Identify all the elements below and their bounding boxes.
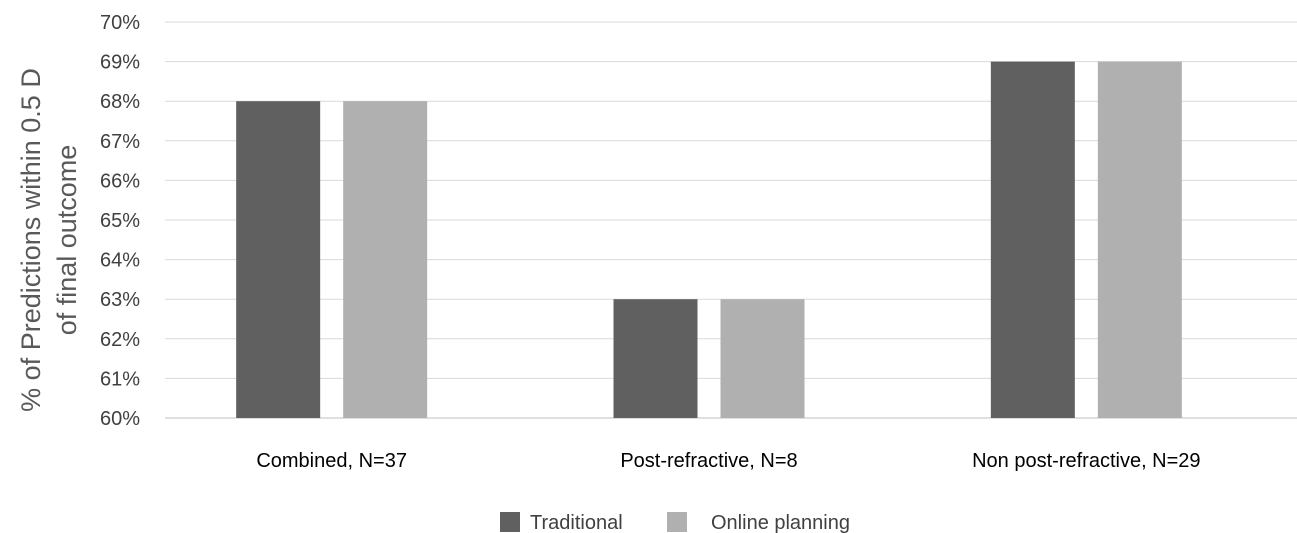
bar-traditional (990, 61, 1075, 418)
legend-label-online-planning: Online planning (711, 512, 850, 533)
y-tick-label: 66% (100, 170, 140, 192)
y-tick-label: 60% (100, 408, 140, 430)
bar-traditional (613, 299, 698, 418)
y-axis-label-line1: % of Predictions within 0.5 D (16, 68, 46, 412)
x-axis-categories: Combined, N=37 Post-refractive, N=8 Non po… (256, 450, 1200, 472)
bar-online-planning (343, 101, 428, 418)
x-category-label: Non post-refractive, N=29 (972, 450, 1200, 472)
legend-swatch-traditional (500, 512, 520, 532)
y-tick-label: 69% (100, 52, 140, 74)
y-tick-label: 70% (100, 12, 140, 34)
x-category-label: Combined, N=37 (256, 450, 407, 472)
y-tick-label: 65% (100, 210, 140, 232)
legend-label-traditional: Traditional (530, 512, 623, 533)
bar-online-planning (720, 299, 805, 418)
y-tick-label: 67% (100, 131, 140, 153)
bar-traditional (236, 101, 321, 418)
y-tick-label: 63% (100, 289, 140, 311)
y-tick-label: 61% (100, 368, 140, 390)
legend: Traditional Online planning (500, 512, 850, 533)
y-axis-ticks: 60% 61% 62% 63% 64% 65% 66% 67% 68% 69% 70% (100, 12, 140, 430)
y-axis-label: % of Predictions within 0.5 D of final o… (16, 68, 82, 412)
y-tick-label: 62% (100, 329, 140, 351)
bar-online-planning (1097, 61, 1182, 418)
y-axis-label-line2: of final outcome (52, 145, 82, 336)
x-category-label: Post-refractive, N=8 (620, 450, 797, 472)
y-tick-label: 64% (100, 250, 140, 272)
legend-swatch-online-planning (667, 512, 687, 532)
bars (236, 61, 1182, 418)
y-tick-label: 68% (100, 91, 140, 113)
